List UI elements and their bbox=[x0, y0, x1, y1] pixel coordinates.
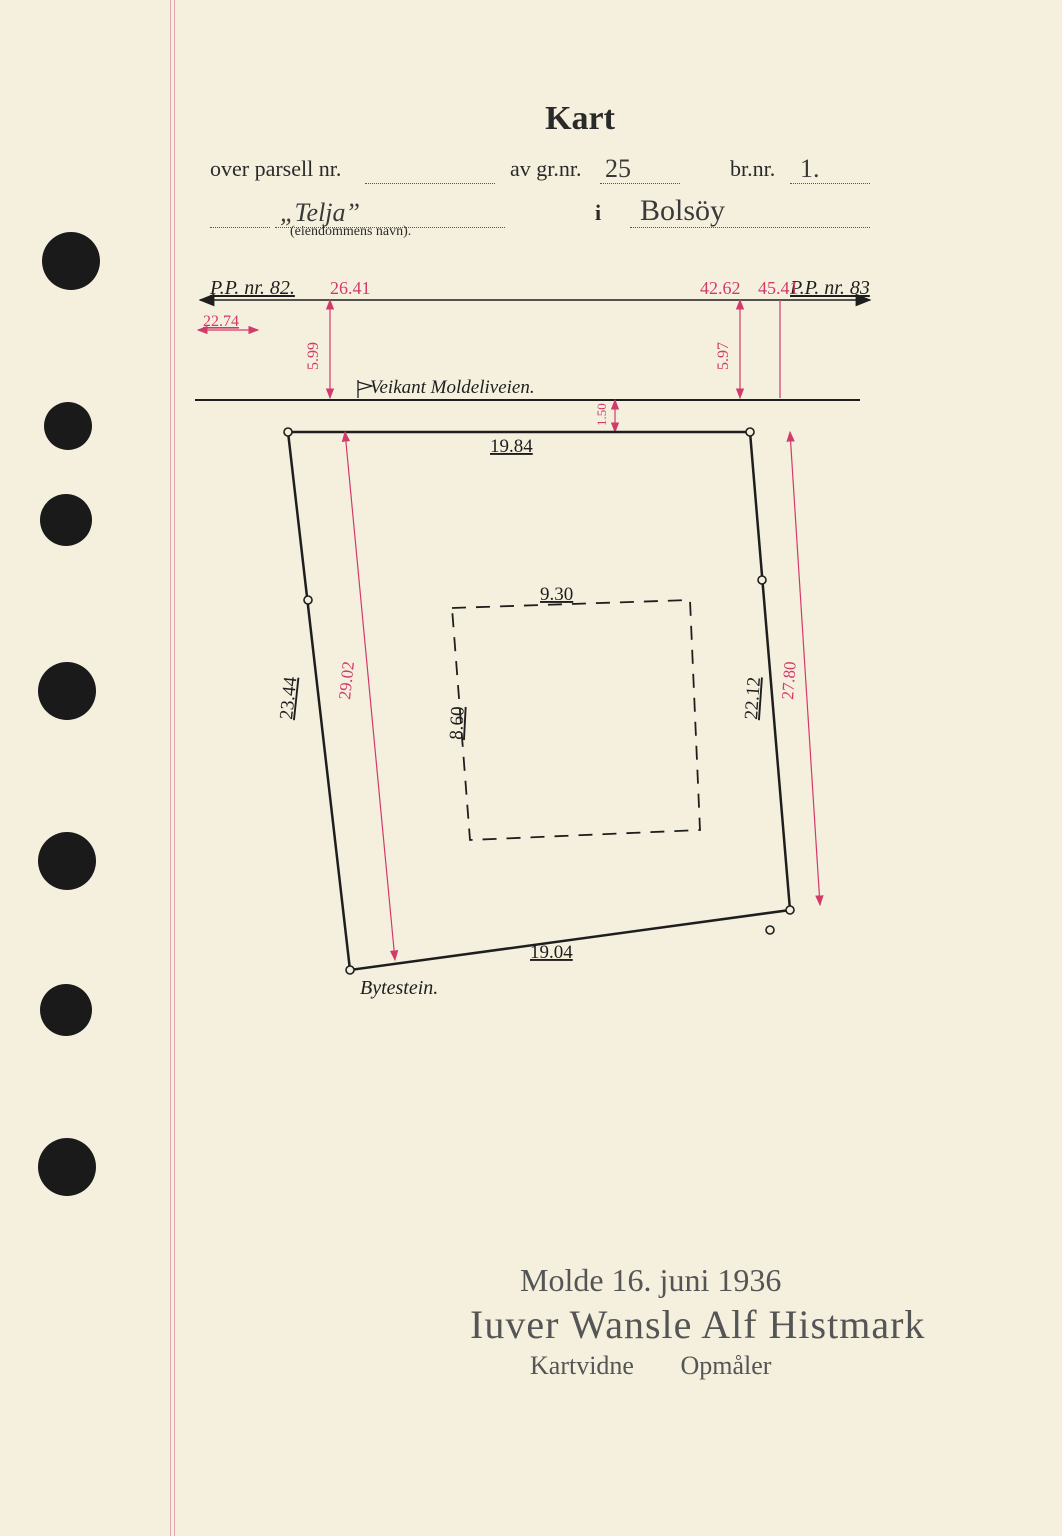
dim-bldg-side: 8.60 bbox=[446, 706, 469, 740]
sig-roles: Kartvidne Opmåler bbox=[470, 1350, 990, 1383]
building-outline bbox=[452, 600, 700, 840]
dim-5-97: 5.97 bbox=[715, 342, 732, 370]
parcel-outline bbox=[288, 432, 790, 970]
dim-42-62: 42.62 bbox=[700, 278, 741, 298]
parcel-corner bbox=[786, 906, 794, 914]
parcel-corner bbox=[346, 966, 354, 974]
dim-bldg-top: 9.30 bbox=[540, 584, 573, 605]
parcel-corner bbox=[758, 576, 766, 584]
dim-27-80: 27.80 bbox=[778, 661, 800, 700]
signature-block: Molde 16. juni 1936 Iuver Wansle Alf His… bbox=[470, 1260, 990, 1383]
dim-22-74: 22.74 bbox=[203, 313, 239, 330]
dim-left: 23.44 bbox=[276, 675, 301, 720]
dim-top: 19.84 bbox=[490, 436, 533, 457]
dim-5-99: 5.99 bbox=[305, 342, 322, 370]
label-pp82: P.P. nr. 82. bbox=[209, 277, 295, 299]
dim-29-02: 29.02 bbox=[335, 660, 358, 700]
parcel-corner bbox=[746, 428, 754, 436]
road-label: Veikant Moldeliveien. bbox=[370, 377, 535, 398]
dim-bottom: 19.04 bbox=[530, 942, 573, 963]
dim-26-41: 26.41 bbox=[330, 278, 371, 298]
parcel-corner bbox=[284, 428, 292, 436]
sig-place-date: Molde 16. juni 1936 bbox=[470, 1260, 990, 1300]
parcel-corner bbox=[766, 926, 774, 934]
sig-names: Iuver Wansle Alf Histmark bbox=[470, 1300, 990, 1350]
parcel-corner bbox=[304, 596, 312, 604]
dim-right: 22.12 bbox=[741, 676, 765, 720]
label-pp83: P.P. nr. 83 bbox=[789, 277, 870, 299]
dim-45-41: 45.41 bbox=[758, 278, 799, 298]
dim-1-50: 1.50 bbox=[594, 403, 609, 426]
label-bytestein: Bytestein. bbox=[360, 977, 438, 999]
